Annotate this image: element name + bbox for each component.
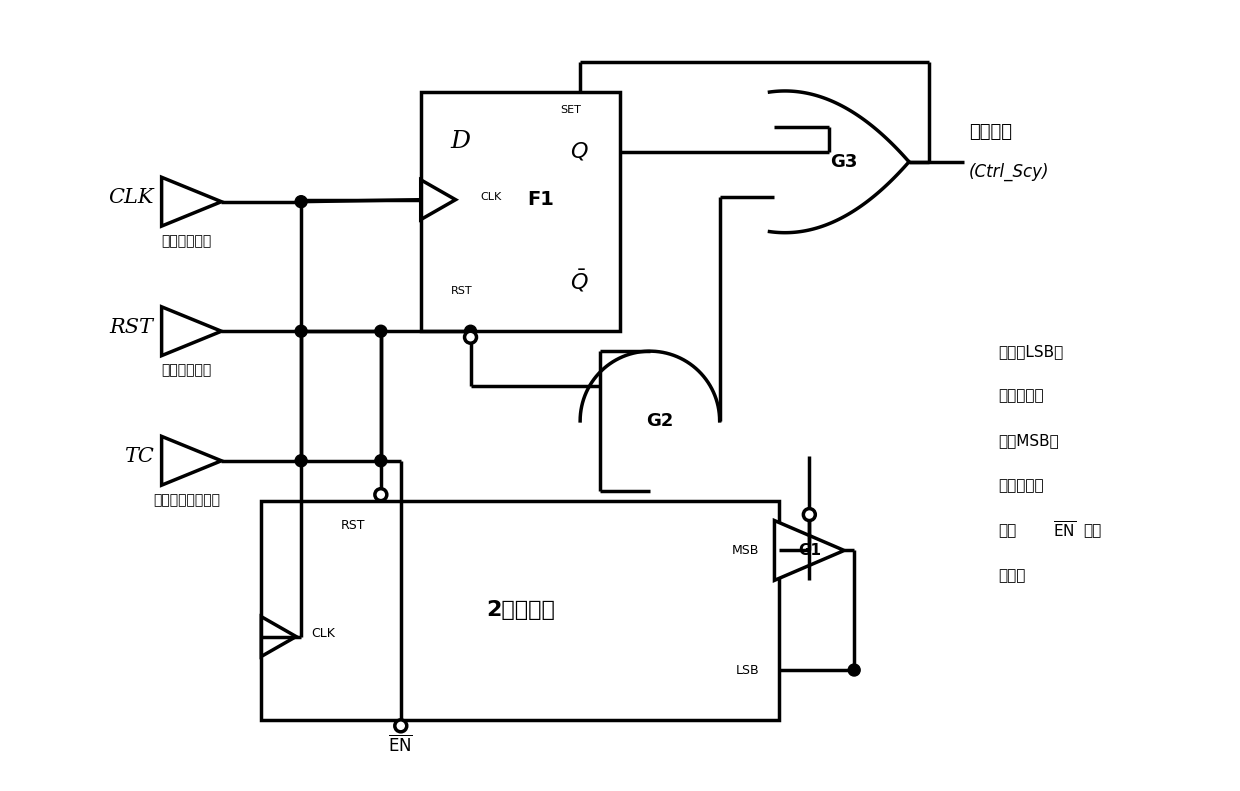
Circle shape xyxy=(804,509,816,520)
Text: 安控信号: 安控信号 xyxy=(968,123,1012,141)
Circle shape xyxy=(295,325,308,337)
Text: G1: G1 xyxy=(797,543,821,558)
Text: CLK: CLK xyxy=(108,188,154,207)
Circle shape xyxy=(465,325,476,337)
Text: （测试控制输入）: （测试控制输入） xyxy=(153,493,219,507)
Text: RST: RST xyxy=(110,318,154,337)
Text: RST: RST xyxy=(341,519,366,532)
Text: 位，: 位， xyxy=(998,523,1017,538)
Text: $\bar{Q}$: $\bar{Q}$ xyxy=(570,268,589,294)
Text: TC: TC xyxy=(124,447,154,466)
Text: 能端。: 能端。 xyxy=(998,568,1025,583)
Circle shape xyxy=(374,325,387,337)
Text: (Ctrl_Scy): (Ctrl_Scy) xyxy=(968,163,1049,181)
Text: $\overline{\mathrm{EN}}$: $\overline{\mathrm{EN}}$ xyxy=(388,734,413,755)
Text: $\overline{\mathrm{EN}}$: $\overline{\mathrm{EN}}$ xyxy=(1054,520,1076,540)
Text: （复位输入）: （复位输入） xyxy=(161,364,212,377)
Bar xyxy=(262,501,780,720)
Text: MSB: MSB xyxy=(732,544,760,557)
Polygon shape xyxy=(775,520,844,581)
Circle shape xyxy=(374,489,387,501)
Text: （时钟输入）: （时钟输入） xyxy=(161,234,212,248)
Bar xyxy=(420,92,620,331)
Text: LSB: LSB xyxy=(735,664,760,676)
Text: G3: G3 xyxy=(831,153,858,171)
Text: 2位计数器: 2位计数器 xyxy=(486,600,554,620)
Text: 其中：LSB为: 其中：LSB为 xyxy=(998,343,1064,358)
Circle shape xyxy=(374,455,387,467)
Text: CLK: CLK xyxy=(480,191,502,202)
Text: D: D xyxy=(450,131,471,153)
Text: 计数器最低: 计数器最低 xyxy=(998,388,1044,403)
Text: CLK: CLK xyxy=(311,627,335,640)
Circle shape xyxy=(295,455,308,467)
Circle shape xyxy=(848,664,861,676)
Text: RST: RST xyxy=(450,286,472,297)
Circle shape xyxy=(465,331,476,343)
Text: 位，MSB为: 位，MSB为 xyxy=(998,433,1059,448)
Text: $Q$: $Q$ xyxy=(570,141,589,163)
Text: SET: SET xyxy=(560,105,582,115)
Text: F1: F1 xyxy=(527,190,554,209)
Circle shape xyxy=(295,195,308,208)
Circle shape xyxy=(394,720,407,732)
Text: 计数器最高: 计数器最高 xyxy=(998,479,1044,493)
Text: G2: G2 xyxy=(646,412,673,430)
Text: 为使: 为使 xyxy=(1084,523,1101,538)
